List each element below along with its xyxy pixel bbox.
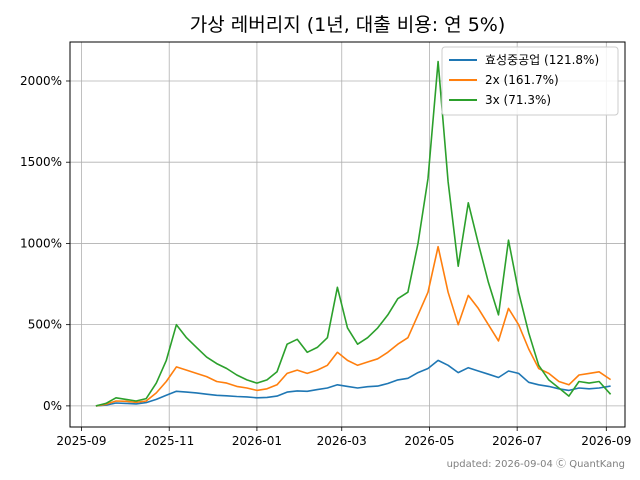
legend-box bbox=[441, 46, 619, 116]
series-line-0 bbox=[95, 359, 611, 407]
series-line-1 bbox=[95, 245, 612, 407]
x-tick-label: 2026-03 bbox=[317, 434, 367, 448]
series-lines bbox=[95, 60, 612, 407]
x-axis: 2025-09 2025-11 2026-01 2026-03 2026-05 2026-… bbox=[56, 427, 631, 448]
footer-credit: updated: 2026-09-04 Ⓒ QuantKang bbox=[447, 458, 625, 470]
legend-label: 2x (161.7%) bbox=[485, 73, 559, 87]
grid bbox=[70, 42, 625, 427]
y-tick-label: 2000% bbox=[20, 74, 62, 88]
x-tick-label: 2026-07 bbox=[492, 434, 542, 448]
series-line-2 bbox=[95, 60, 612, 407]
y-tick-label: 500% bbox=[28, 318, 62, 332]
x-tick-label: 2026-01 bbox=[232, 434, 282, 448]
x-tick-label: 2026-09 bbox=[581, 434, 631, 448]
legend: 효성중공업 (121.8%) 2x (161.7%) 3x (71.3%) bbox=[441, 46, 619, 116]
x-tick-label: 2025-09 bbox=[56, 434, 106, 448]
chart-title: 가상 레버리지 (1년, 대출 비용: 연 5%) bbox=[190, 14, 506, 36]
y-tick-label: 1000% bbox=[20, 236, 62, 250]
y-tick-label: 1500% bbox=[20, 155, 62, 169]
x-tick-label: 2025-11 bbox=[144, 434, 194, 448]
legend-label: 3x (71.3%) bbox=[485, 93, 551, 107]
x-tick-label: 2026-05 bbox=[404, 434, 454, 448]
plot-frame bbox=[69, 41, 626, 428]
y-tick-label: 0% bbox=[43, 399, 62, 413]
legend-label: 효성중공업 (121.8%) bbox=[485, 53, 599, 67]
y-axis: 0% 500% 1000% 1500% 2000% bbox=[20, 74, 70, 413]
